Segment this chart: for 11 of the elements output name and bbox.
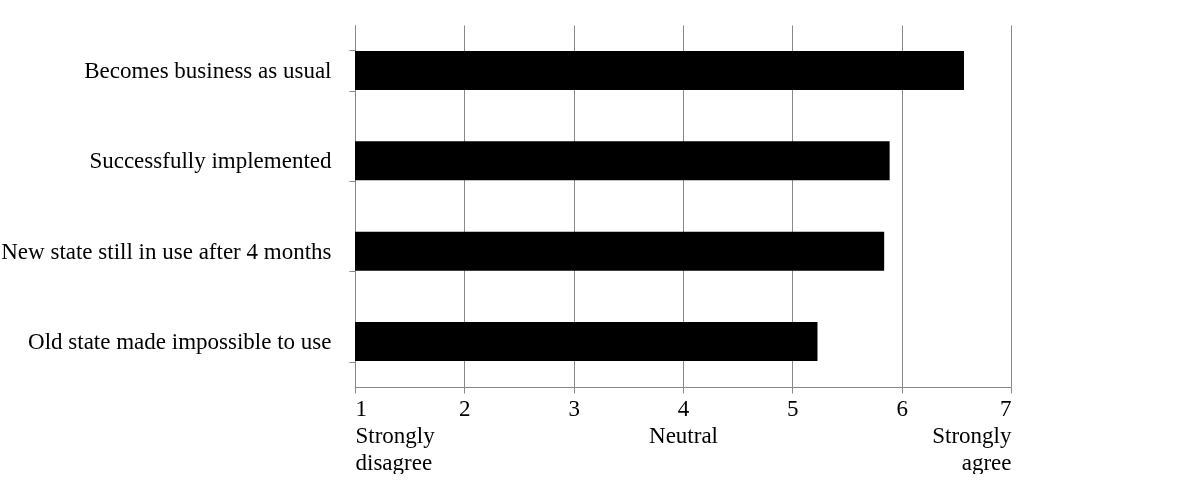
y-tick-label: Becomes business as usual: [84, 58, 332, 84]
y-tick-label: Old state made impossible to use: [28, 328, 332, 354]
x-tick-label: 3: [568, 395, 580, 421]
x-tick-label: 1 Strongly disagree: [355, 395, 436, 475]
y-tick-label: Successfully implemented: [89, 148, 332, 174]
y-tick-label: New state still in use after 4 months: [1, 238, 332, 264]
x-tick-label: 2: [459, 395, 471, 421]
x-tick-label: 7 Strongly agree: [932, 395, 1012, 475]
x-tick-label: 5: [787, 395, 799, 421]
x-tick-label: 4 Neutral: [649, 395, 718, 448]
x-tick-label: 6: [896, 395, 908, 421]
